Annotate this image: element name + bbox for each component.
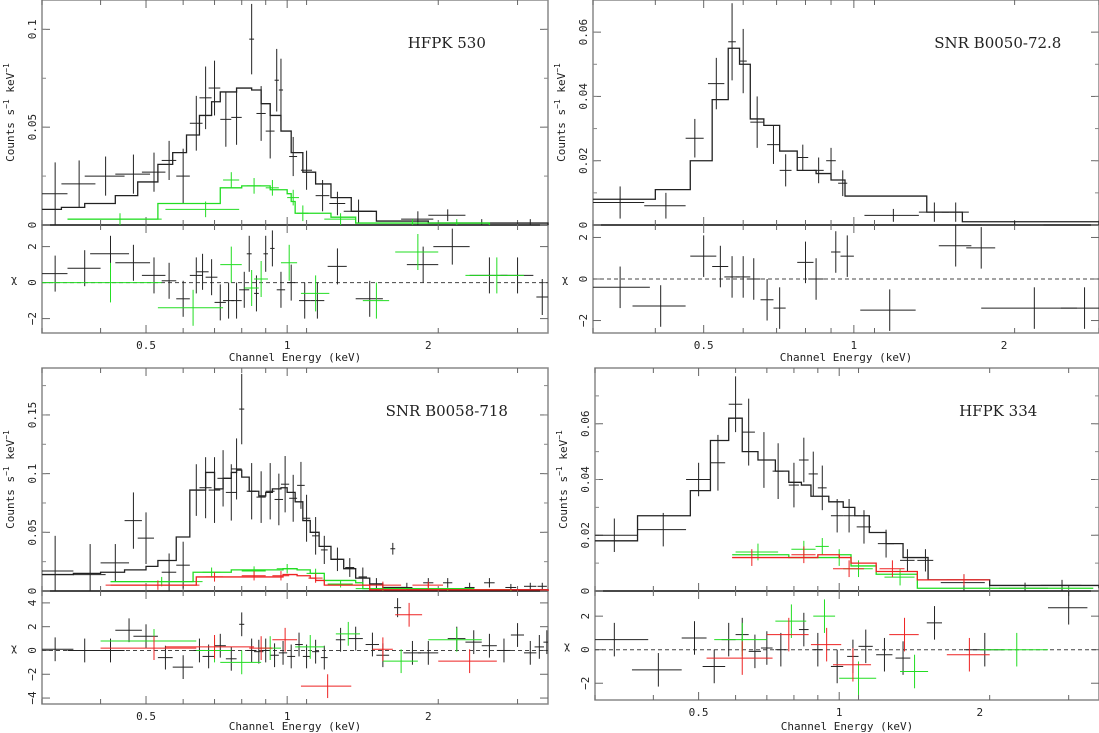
x-axis-label: Channel Energy (keV) bbox=[780, 351, 912, 364]
y-tick-label: 0.05 bbox=[26, 519, 39, 546]
x-axis-label: Channel Energy (keV) bbox=[781, 720, 913, 733]
residual-axis-label: χ bbox=[564, 640, 571, 653]
res-tick-label: 0 bbox=[579, 646, 592, 653]
res-tick-label: 2 bbox=[579, 613, 592, 620]
y-tick-label: 0 bbox=[26, 222, 39, 229]
x-tick-label: 0.5 bbox=[694, 339, 714, 352]
y-tick-label: 0 bbox=[26, 588, 39, 595]
x-tick-label: 2 bbox=[425, 339, 432, 352]
residual-axis-label: χ bbox=[11, 273, 18, 286]
x-tick-label: 2 bbox=[1001, 339, 1008, 352]
x-tick-label: 1 bbox=[284, 339, 291, 352]
series-data-red bbox=[100, 571, 549, 699]
res-tick-label: −2 bbox=[26, 312, 39, 325]
y-axis-label: Counts s−1 keV−1 bbox=[2, 63, 17, 162]
residual-axis-label: χ bbox=[11, 642, 18, 655]
spectrum-panel-3: 0.5 1 2 Channel Energy (keV) 0 0.05 0.1 0.15 Cou… bbox=[2, 367, 549, 733]
residual-frame bbox=[41, 224, 549, 334]
y-tick-label: 0 bbox=[577, 222, 590, 229]
series-data-green bbox=[714, 538, 1094, 695]
spectrum-panel-1: 0.5 1 2 Channel Energy (keV) 0 0.05 0.1 Counts … bbox=[2, 0, 549, 364]
model-step-line bbox=[593, 47, 1099, 225]
panel-title: SNR B0058-718 bbox=[386, 402, 508, 420]
residual-axis-label: χ bbox=[562, 273, 569, 286]
series-data-black bbox=[595, 376, 1099, 687]
superscript: −1 bbox=[2, 430, 11, 440]
y-tick-label: 0.06 bbox=[577, 19, 590, 46]
panel-title: HFPK 530 bbox=[408, 34, 486, 52]
y-tick-label: 0.15 bbox=[26, 402, 39, 429]
superscript: −1 bbox=[553, 99, 562, 109]
x-tick-label: 0.5 bbox=[136, 339, 156, 352]
superscript: −1 bbox=[2, 466, 11, 476]
res-tick-label: 0 bbox=[577, 276, 590, 283]
ylabel-part: keV bbox=[557, 439, 570, 466]
superscript: −1 bbox=[555, 466, 564, 476]
residual-frame bbox=[41, 590, 549, 705]
ylabel-part: keV bbox=[4, 439, 17, 466]
res-tick-label: 0 bbox=[26, 647, 39, 654]
spectrum-panel-4: 0.5 1 2 Channel Energy (keV) 0 0.02 0.04 0.06 Co… bbox=[555, 367, 1099, 733]
residual-frame bbox=[594, 590, 1099, 701]
y-tick-label: 0.1 bbox=[26, 19, 39, 39]
res-tick-label: −2 bbox=[579, 677, 592, 690]
panel-title: HFPK 334 bbox=[959, 402, 1037, 420]
series-data-black bbox=[42, 373, 549, 680]
y-axis-label: Counts s−1 keV−1 bbox=[555, 430, 570, 529]
y-tick-label: 0.05 bbox=[26, 114, 39, 141]
superscript: −1 bbox=[553, 63, 562, 73]
x-tick-label: 2 bbox=[976, 706, 983, 719]
res-tick-label: 2 bbox=[26, 623, 39, 630]
y-tick-label: 0.02 bbox=[579, 522, 592, 549]
x-axis-label: Channel Energy (keV) bbox=[229, 351, 361, 364]
x-tick-label: 0.5 bbox=[689, 706, 709, 719]
y-tick-label: 0 bbox=[579, 588, 592, 595]
model-step-line bbox=[110, 573, 549, 591]
model-step-line bbox=[67, 185, 491, 225]
y-tick-label: 0.04 bbox=[577, 83, 590, 110]
model-step-line bbox=[732, 554, 990, 581]
series-data-green bbox=[42, 172, 525, 326]
res-tick-label: 2 bbox=[26, 243, 39, 250]
res-tick-label: 0 bbox=[26, 279, 39, 286]
superscript: −1 bbox=[2, 99, 11, 109]
panel-title: SNR B0050-72.8 bbox=[934, 34, 1061, 52]
superscript: −1 bbox=[555, 430, 564, 440]
x-tick-label: 1 bbox=[836, 706, 843, 719]
res-tick-label: 4 bbox=[26, 599, 39, 606]
model-step-line bbox=[42, 469, 549, 591]
y-tick-label: 0.1 bbox=[26, 464, 39, 484]
y-tick-label: 0.04 bbox=[579, 466, 592, 493]
ylabel-part: keV bbox=[555, 72, 568, 99]
x-axis-label: Channel Energy (keV) bbox=[229, 720, 361, 733]
x-tick-label: 0.5 bbox=[136, 710, 156, 723]
x-tick-label: 1 bbox=[284, 710, 291, 723]
y-tick-label: 0.06 bbox=[579, 411, 592, 438]
superscript: −1 bbox=[2, 63, 11, 73]
res-tick-label: −2 bbox=[26, 668, 39, 681]
res-tick-label: −4 bbox=[26, 691, 39, 705]
x-tick-label: 2 bbox=[425, 710, 432, 723]
model-step-line bbox=[595, 417, 1099, 589]
spectrum-panel-2: 0.5 1 2 Channel Energy (keV) 0 0.02 0.04 0.06 Co… bbox=[553, 0, 1099, 364]
res-tick-label: 2 bbox=[577, 234, 590, 241]
y-tick-label: 0.02 bbox=[577, 147, 590, 174]
x-tick-label: 1 bbox=[851, 339, 858, 352]
ylabel-part: keV bbox=[4, 72, 17, 99]
series-data-red bbox=[706, 546, 990, 682]
y-axis-label: Counts s−1 keV−1 bbox=[2, 430, 17, 529]
series-data-black bbox=[593, 3, 1099, 331]
res-tick-label: −2 bbox=[577, 314, 590, 327]
series-data-black bbox=[42, 3, 549, 321]
y-axis-label: Counts s−1 keV−1 bbox=[553, 63, 568, 162]
